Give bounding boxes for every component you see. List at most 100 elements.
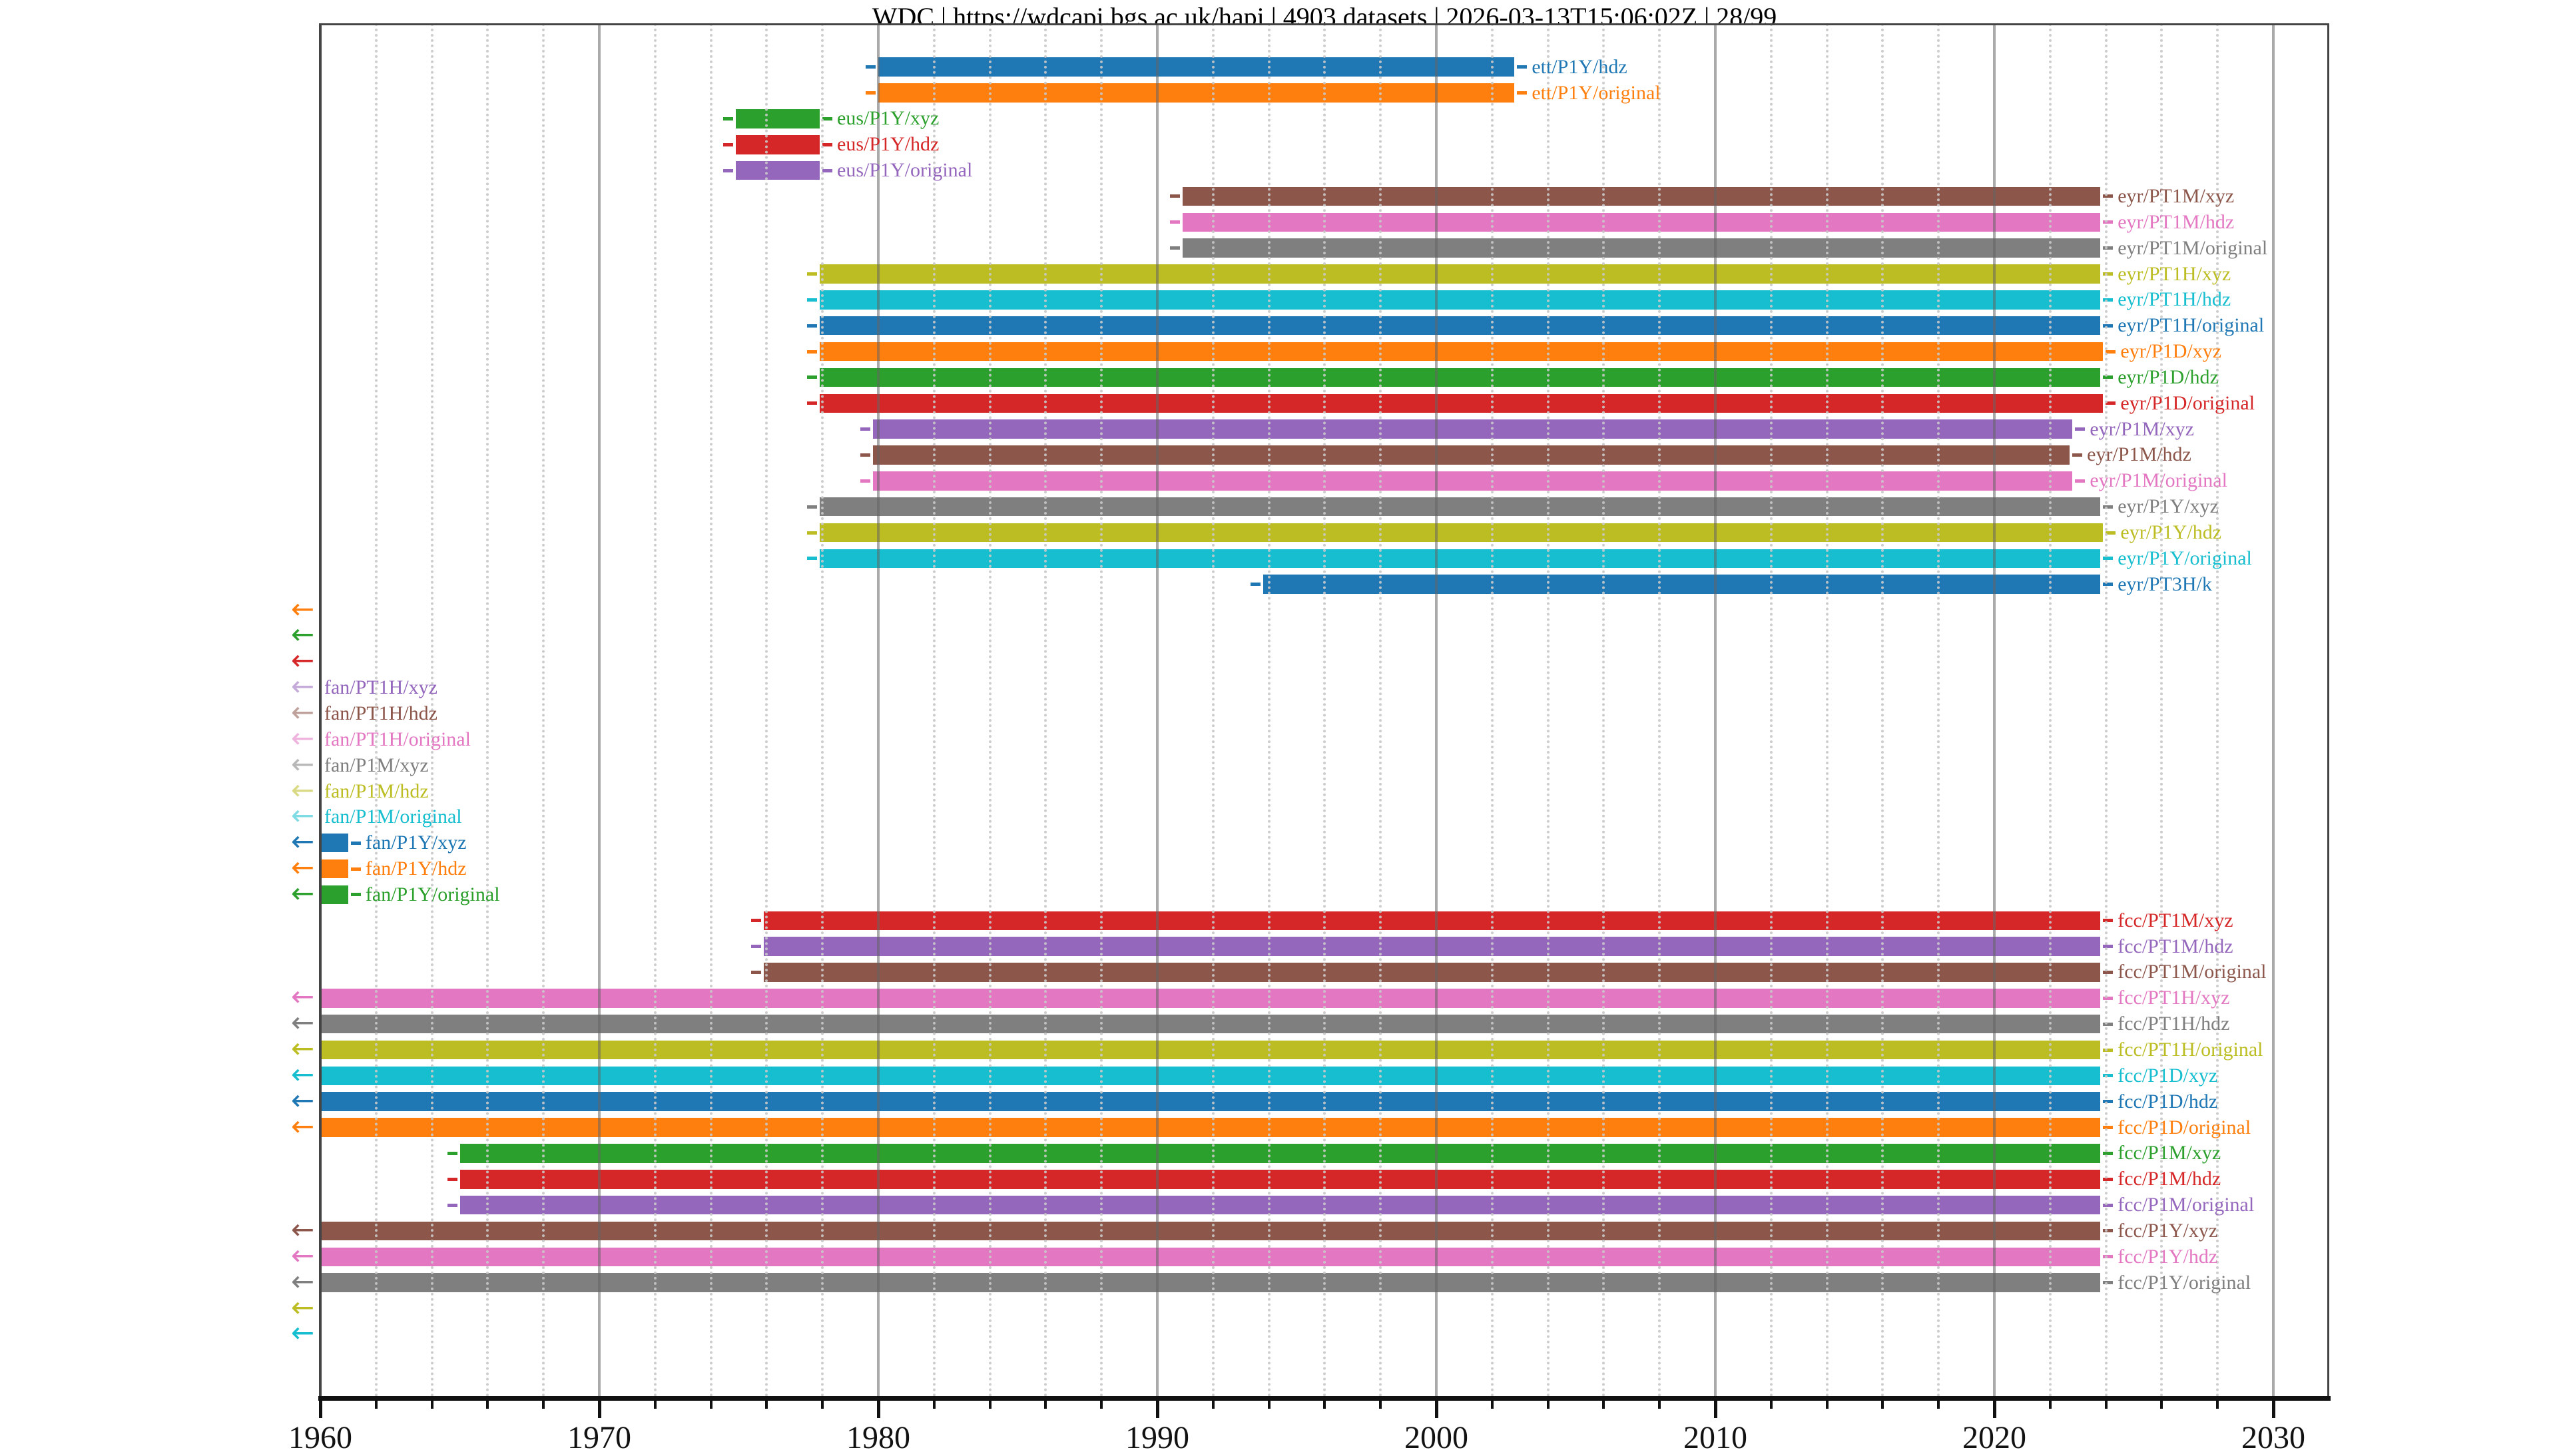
dataset-label: fan/P1M/hdz — [324, 780, 429, 802]
bar-start-cap — [807, 557, 817, 561]
timeline-bar — [820, 316, 2101, 336]
minor-gridline — [1937, 23, 1940, 1398]
timeline-bar — [820, 290, 2101, 310]
x-major-tick — [877, 1398, 880, 1418]
x-minor-tick — [1100, 1398, 1103, 1409]
minor-gridline — [765, 23, 768, 1398]
x-major-tick — [1435, 1398, 1438, 1418]
x-minor-tick — [1323, 1398, 1326, 1409]
decade-gridline — [598, 23, 601, 1398]
x-major-tick — [319, 1398, 322, 1418]
bar-start-cap — [751, 919, 762, 923]
bar-end-cap — [2103, 583, 2114, 587]
timeline-bar — [736, 135, 820, 154]
bar-end-cap — [2103, 1229, 2114, 1233]
top-spine — [320, 23, 2329, 25]
timeline-bar — [820, 393, 2104, 413]
dataset-label: fcc/PT1M/xyz — [2118, 909, 2233, 931]
dataset-label: fcc/PT1H/xyz — [2118, 987, 2230, 1009]
minor-gridline — [821, 23, 824, 1398]
bar-end-cap — [2103, 1203, 2114, 1207]
bar-start-cap — [807, 401, 817, 405]
continues-left-arrow-icon: ← — [291, 1290, 315, 1324]
timeline-bar — [764, 911, 2101, 930]
timeline-bar — [872, 445, 2070, 465]
bar-end-cap — [350, 893, 361, 897]
dataset-label: eyr/PT3H/k — [2118, 573, 2212, 595]
bar-start-cap — [866, 91, 876, 95]
bar-end-cap — [2103, 246, 2114, 250]
minor-gridline — [1490, 23, 1494, 1398]
dataset-label: eyr/PT1M/original — [2118, 236, 2268, 259]
dataset-label: eyr/P1Y/hdz — [2120, 521, 2222, 543]
dataset-label: eyr/P1Y/xyz — [2118, 495, 2219, 518]
timeline-bar — [820, 497, 2101, 517]
left-spine — [319, 23, 322, 1398]
x-minor-tick — [653, 1398, 657, 1409]
bar-end-cap — [2103, 1048, 2114, 1052]
minor-gridline — [709, 23, 712, 1398]
bar-end-cap — [2103, 919, 2114, 923]
bar-start-cap — [447, 1203, 457, 1207]
x-minor-tick — [486, 1398, 489, 1409]
bar-end-cap — [822, 168, 832, 172]
bar-start-cap — [866, 65, 876, 69]
dataset-label: fcc/P1Y/xyz — [2118, 1219, 2218, 1242]
continues-left-arrow-icon: ← — [291, 825, 315, 858]
continues-left-arrow-icon: ← — [291, 1212, 315, 1246]
minor-gridline — [2160, 23, 2163, 1398]
timeline-bar — [820, 367, 2101, 387]
bar-end-cap — [2103, 557, 2114, 561]
timeline-bar — [459, 1195, 2101, 1215]
bar-end-cap — [2103, 1126, 2114, 1130]
bar-end-cap — [2103, 1177, 2114, 1181]
minor-gridline — [988, 23, 992, 1398]
timeline-bar — [320, 859, 348, 879]
timeline-bar — [820, 264, 2101, 284]
decade-gridline — [1714, 23, 1717, 1398]
bar-start-cap — [807, 272, 817, 276]
x-major-tick — [1993, 1398, 1996, 1418]
timeline-bar — [872, 471, 2073, 491]
dataset-label: fcc/PT1M/original — [2118, 961, 2267, 983]
continues-left-arrow-icon: ← — [291, 1032, 315, 1065]
x-minor-tick — [1881, 1398, 1884, 1409]
x-minor-tick — [1546, 1398, 1550, 1409]
bar-start-cap — [723, 117, 734, 121]
x-minor-tick — [1658, 1398, 1661, 1409]
timeline-bar — [820, 342, 2104, 362]
minor-gridline — [2216, 23, 2219, 1398]
x-major-tick — [2272, 1398, 2275, 1418]
bar-end-cap — [2106, 350, 2116, 354]
timeline-bar — [459, 1170, 2101, 1189]
minor-gridline — [542, 23, 545, 1398]
dataset-label: fcc/PT1M/hdz — [2118, 935, 2233, 957]
x-minor-tick — [2216, 1398, 2219, 1409]
x-minor-tick — [1211, 1398, 1215, 1409]
continues-left-arrow-icon: ← — [291, 1316, 315, 1349]
timeline-bar — [320, 1247, 2101, 1267]
bar-end-cap — [2103, 505, 2114, 509]
dataset-label: eyr/P1D/original — [2120, 391, 2255, 414]
minor-gridline — [1267, 23, 1271, 1398]
minor-gridline — [486, 23, 489, 1398]
bar-end-cap — [822, 142, 832, 146]
x-minor-tick — [1602, 1398, 1605, 1409]
bar-end-cap — [2075, 427, 2086, 431]
timeline-bar — [320, 989, 2101, 1008]
minor-gridline — [1769, 23, 1773, 1398]
dataset-label: fan/P1M/original — [324, 806, 462, 828]
dataset-label: eyr/PT1H/xyz — [2118, 262, 2231, 285]
bar-end-cap — [2103, 945, 2114, 949]
x-minor-tick — [765, 1398, 768, 1409]
bar-end-cap — [350, 841, 361, 845]
bar-start-cap — [807, 505, 817, 509]
x-minor-tick — [1267, 1398, 1271, 1409]
bar-start-cap — [807, 324, 817, 328]
right-spine — [2327, 23, 2329, 1398]
minor-gridline — [374, 23, 378, 1398]
continues-left-arrow-icon: ← — [291, 980, 315, 1013]
dataset-label: fan/PT1H/hdz — [324, 702, 437, 724]
continues-left-arrow-icon: ← — [291, 1109, 315, 1142]
